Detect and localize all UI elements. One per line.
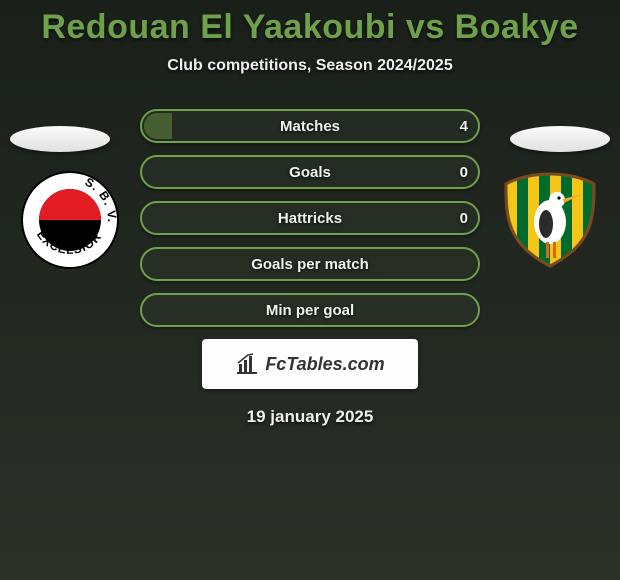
club-logo-right — [500, 170, 600, 270]
stat-row-hattricks: Hattricks 0 — [140, 201, 480, 235]
page-subtitle: Club competitions, Season 2024/2025 — [0, 57, 620, 75]
player-ellipse-left — [10, 126, 110, 152]
ado-logo-icon — [500, 170, 600, 270]
stat-right-value: 0 — [460, 210, 468, 227]
stat-label: Matches — [280, 118, 340, 135]
excelsior-logo-icon: S. B. V. EXCELSIOR — [20, 170, 120, 270]
page-title: Redouan El Yaakoubi vs Boakye — [0, 8, 620, 47]
stats-list: Matches 4 Goals 0 Hattricks 0 Goals per … — [140, 109, 480, 327]
stat-row-matches: Matches 4 — [140, 109, 480, 143]
stat-right-value: 4 — [460, 118, 468, 135]
bar-chart-icon — [235, 352, 259, 376]
stat-label: Goals — [289, 164, 331, 181]
brand-badge[interactable]: FcTables.com — [202, 339, 418, 389]
stat-row-gpm: Goals per match — [140, 247, 480, 281]
stat-label: Goals per match — [251, 256, 369, 273]
stat-row-mpg: Min per goal — [140, 293, 480, 327]
footer-date: 19 january 2025 — [0, 407, 620, 427]
comparison-card: Redouan El Yaakoubi vs Boakye Club compe… — [0, 0, 620, 580]
brand-label: FcTables.com — [265, 354, 384, 375]
stat-row-goals: Goals 0 — [140, 155, 480, 189]
stat-fill-left — [144, 113, 172, 139]
club-logo-left: S. B. V. EXCELSIOR — [20, 170, 120, 270]
stat-right-value: 0 — [460, 164, 468, 181]
stat-label: Hattricks — [278, 210, 342, 227]
player-ellipse-right — [510, 126, 610, 152]
stat-label: Min per goal — [266, 302, 354, 319]
